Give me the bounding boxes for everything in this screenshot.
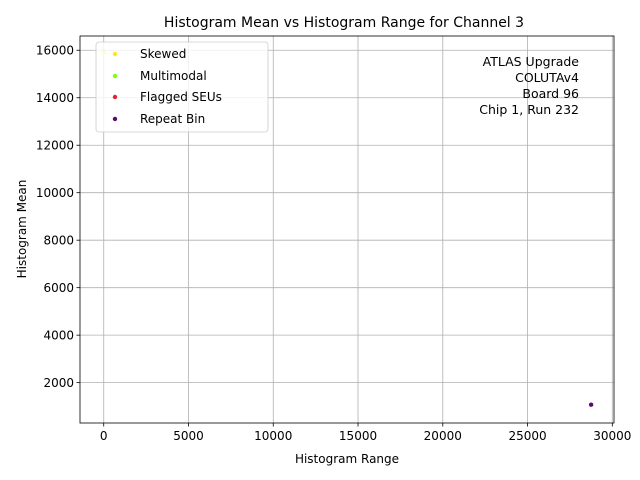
legend-label-flagged-seus: Flagged SEUs <box>140 90 222 104</box>
annotation-line-2: COLUTAv4 <box>515 70 579 85</box>
data-point-repeat-bin <box>588 402 594 407</box>
x-tick-label: 20000 <box>424 429 462 443</box>
grid <box>80 36 614 423</box>
legend-marker-multimodal <box>112 73 118 79</box>
legend-marker-flagged-seus <box>112 94 118 100</box>
x-tick-label: 25000 <box>508 429 546 443</box>
legend: Skewed Multimodal Flagged SEUs Repeat Bi… <box>95 41 269 133</box>
x-tick-label: 10000 <box>254 429 292 443</box>
y-tick-label: 12000 <box>36 139 74 153</box>
annotation-line-4: Chip 1, Run 232 <box>479 102 579 117</box>
annotation-box: ATLAS Upgrade COLUTAv4 Board 96 Chip 1, … <box>479 54 579 117</box>
y-tick-label: 2000 <box>43 376 74 390</box>
y-tick-label: 10000 <box>36 186 74 200</box>
x-axis-label: Histogram Range <box>295 452 399 466</box>
x-tick-label: 15000 <box>339 429 377 443</box>
y-tick-label: 16000 <box>36 44 74 58</box>
annotation-line-3: Board 96 <box>522 86 579 101</box>
legend-marker-skewed <box>112 51 118 57</box>
y-tick-label: 6000 <box>43 281 74 295</box>
y-axis-label: Histogram Mean <box>15 180 29 279</box>
plot-frame <box>79 35 615 424</box>
y-tick-label: 4000 <box>43 329 74 343</box>
x-tick-label: 0 <box>100 429 108 443</box>
legend-marker-repeat-bin <box>112 116 118 122</box>
axis-ticks: 0 5000 10000 15000 20000 25000 30000 2000 4000 60… <box>36 44 632 443</box>
legend-label-multimodal: Multimodal <box>140 69 207 83</box>
chart-title: Histogram Mean vs Histogram Range for Ch… <box>164 15 524 31</box>
legend-label-repeat-bin: Repeat Bin <box>140 112 205 126</box>
x-tick-label: 30000 <box>593 429 631 443</box>
y-tick-label: 14000 <box>36 91 74 105</box>
legend-label-skewed: Skewed <box>140 47 186 61</box>
annotation-line-1: ATLAS Upgrade <box>483 54 580 69</box>
x-tick-label: 5000 <box>173 429 204 443</box>
legend-box <box>95 41 269 133</box>
y-tick-label: 8000 <box>43 234 74 248</box>
